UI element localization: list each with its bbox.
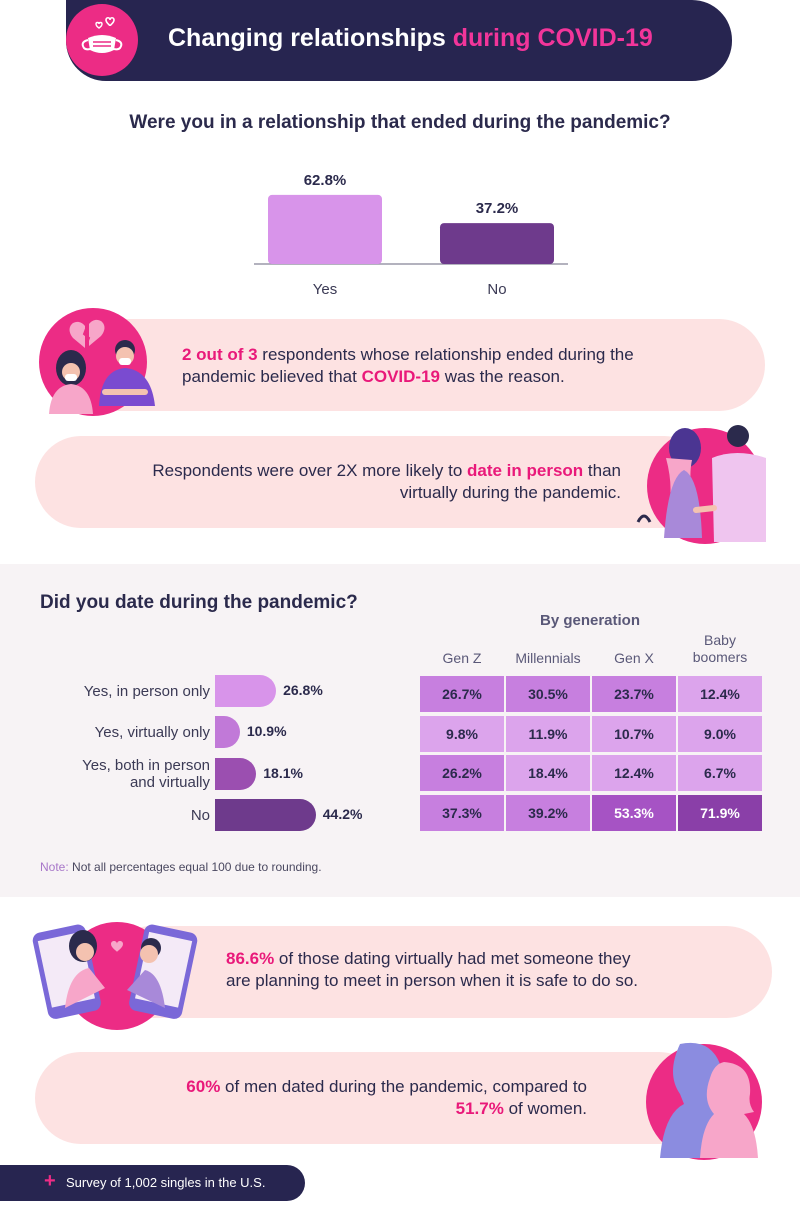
generation-cell: 53.3% <box>592 794 676 831</box>
men-women-callout <box>35 1052 705 1144</box>
covid-reason-text: 2 out of 3 respondents whose relationshi… <box>182 345 634 386</box>
generation-header: Millennials <box>515 650 581 666</box>
dating-bar <box>215 758 257 790</box>
header-bar <box>66 0 732 81</box>
virtual-meet-text: 86.6% of those dating virtually had met … <box>226 949 639 990</box>
generation-cell: 30.5% <box>506 676 590 712</box>
dating-bar-value: 26.8% <box>283 682 323 698</box>
relationship-ended-chart: 62.8% Yes 37.2% No <box>254 172 568 298</box>
breakup-couple-icon <box>33 306 158 416</box>
date-in-person-text: Respondents were over 2X more likely to … <box>152 461 621 502</box>
generation-cell: 9.0% <box>678 715 762 752</box>
generation-heatmap: 26.7% 30.5% 23.7% 12.4% 9.8% 11.9% 10.7% 9.0% 26… <box>420 676 762 831</box>
generation-cell: 12.4% <box>592 755 676 791</box>
bar-value-label: 37.2% <box>476 200 519 217</box>
couple-holding-hands-icon <box>630 418 775 548</box>
dating-category-label: Yes, virtually only <box>94 723 210 741</box>
phones-virtual-date-icon <box>25 912 205 1034</box>
date-in-person-callout <box>35 436 710 528</box>
men-women-text: 60% of men dated during the pandemic, co… <box>186 1077 587 1118</box>
dating-category-label: Yes, in person only <box>83 682 210 700</box>
dating-bar-value: 10.9% <box>246 723 287 739</box>
generation-header: Gen Z <box>442 650 482 666</box>
generation-cell: 26.7% <box>420 676 504 712</box>
generation-cell: 11.9% <box>506 715 590 752</box>
survey-source: Survey of 1,002 singles in the U.S. <box>66 1175 266 1190</box>
footer-bar <box>0 1165 305 1201</box>
generation-cell: 37.3% <box>420 794 504 831</box>
bar-yes <box>268 194 382 264</box>
generation-title: By generation <box>539 612 641 629</box>
bar-value-label: 62.8% <box>304 172 347 189</box>
dating-bar-value: 44.2% <box>322 806 363 822</box>
generation-cell: 10.7% <box>592 715 676 752</box>
category-label: No <box>487 281 506 298</box>
generation-header: Gen X <box>614 650 654 666</box>
plus-icon: + <box>44 1170 56 1192</box>
dating-bar <box>215 675 277 707</box>
dating-category-label: Yes, both in person and virtually <box>82 757 210 791</box>
generation-cell: 23.7% <box>592 676 676 712</box>
generation-cell: 18.4% <box>506 755 590 791</box>
dated-during-pandemic-question: Did you date during the pandemic? <box>40 592 358 613</box>
generation-cell: 26.2% <box>420 755 504 791</box>
category-label: Yes <box>313 281 337 298</box>
generation-header: Baby boomers <box>692 632 748 665</box>
virtual-meet-callout <box>105 926 772 1018</box>
dating-bar <box>215 799 316 831</box>
face-mask-hearts-icon <box>66 4 138 76</box>
page-title: Changing relationships during COVID-19 <box>168 24 653 52</box>
dating-bar <box>215 716 240 748</box>
rounding-note: Note: Not all percentages equal 100 due … <box>40 860 322 874</box>
man-woman-silhouette-icon <box>640 1034 770 1164</box>
dating-category-label: No <box>190 806 210 824</box>
generation-cell: 12.4% <box>678 676 762 712</box>
generation-cell: 71.9% <box>678 794 762 831</box>
relationship-ended-question: Were you in a relationship that ended du… <box>129 112 671 133</box>
generation-cell: 39.2% <box>506 794 590 831</box>
generation-cell: 9.8% <box>420 715 504 752</box>
generation-cell: 6.7% <box>678 755 762 791</box>
dating-bar-value: 18.1% <box>263 765 303 781</box>
covid-reason-callout <box>70 319 765 411</box>
bar-no <box>440 223 554 264</box>
